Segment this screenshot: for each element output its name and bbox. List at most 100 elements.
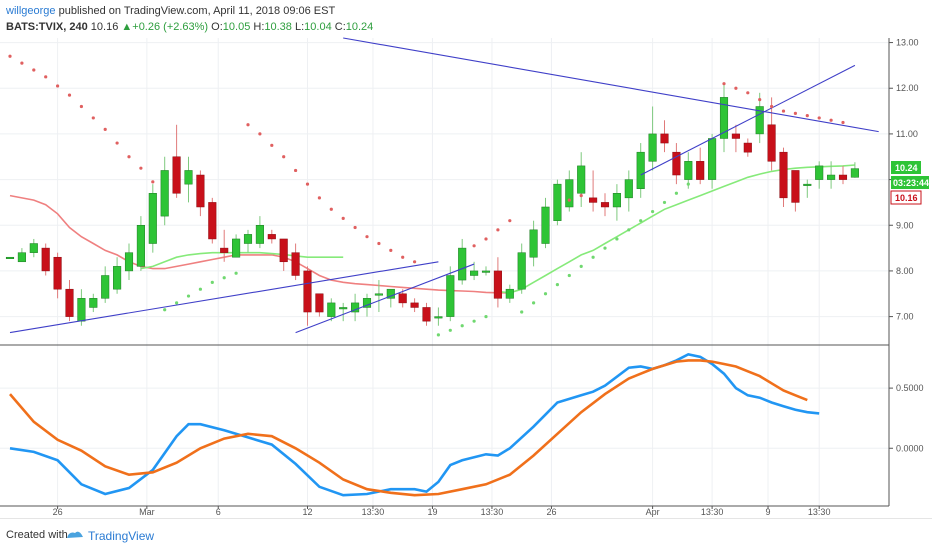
candle-up[interactable] [5,256,15,259]
candle-up[interactable] [565,179,574,208]
candle-up[interactable] [648,133,657,162]
x-tick-label: 19 [427,507,437,517]
candle-up[interactable] [243,234,253,244]
sar-dot-red [282,155,286,159]
candle-up[interactable] [327,302,336,317]
candle-up[interactable] [636,151,645,189]
candle-down[interactable] [172,156,181,194]
candle-up[interactable] [148,193,157,244]
candle-down[interactable] [208,202,217,240]
candle-up[interactable] [803,183,812,186]
sar-dot-green [198,287,202,291]
candle-up[interactable] [577,165,586,194]
candle-down[interactable] [410,302,419,308]
sar-dot-red [329,207,333,211]
x-tick-label: 12 [302,507,312,517]
candle-up[interactable] [850,168,859,178]
sar-dot-green [543,292,548,296]
candle-up[interactable] [553,183,562,221]
candle-up[interactable] [339,307,348,310]
candle-down[interactable] [672,151,681,176]
candle-up[interactable] [719,97,729,139]
candle-down[interactable] [291,252,300,276]
price-pane[interactable] [5,37,879,337]
candle-up[interactable] [541,206,550,244]
candle-up[interactable] [815,165,824,180]
candle-down[interactable] [53,256,62,290]
candle-up[interactable] [708,138,717,180]
candle-down[interactable] [315,293,324,313]
tradingview-logo-icon[interactable] [66,528,84,542]
candle-up[interactable] [124,252,134,272]
candle-up[interactable] [446,275,455,317]
up-arrow-icon: ▲ [121,21,133,33]
symbol-label[interactable]: BATS:TVIX, 240 [6,21,88,33]
candle-up[interactable] [160,170,169,217]
candle-up[interactable] [612,193,621,208]
candle-down[interactable] [589,197,598,203]
candle-up[interactable] [529,229,538,258]
candle-up[interactable] [624,179,633,199]
candle-down[interactable] [267,234,276,240]
x-tick-label: 26 [53,507,63,517]
countdown-tag: 03:23:44 [893,178,929,188]
candle-up[interactable] [77,298,86,322]
candle-up[interactable] [386,288,395,299]
sar-dot-green [175,301,179,305]
candle-down[interactable] [743,142,752,153]
candle-down[interactable] [696,161,705,180]
candle-up[interactable] [255,225,264,244]
candle-down[interactable] [303,270,312,313]
candle-up[interactable] [17,252,26,263]
candle-down[interactable] [838,174,848,180]
chart-canvas: 13.0012.0011.0010.009.008.007.0026Mar612… [0,37,930,517]
sar-dot-red [317,196,321,200]
candle-up[interactable] [517,252,526,290]
candle-down[interactable] [493,270,502,299]
sar-dot-red [567,198,571,202]
candle-up[interactable] [351,302,360,313]
candle-down[interactable] [41,247,50,272]
author-link[interactable]: willgeorge [6,5,56,17]
candle-down[interactable] [791,170,800,203]
candle-up[interactable] [113,266,122,290]
oscillator-pane[interactable] [9,353,820,497]
candle-up[interactable] [362,298,372,308]
candle-down[interactable] [196,174,205,208]
candle-up[interactable] [434,316,443,319]
candle-up[interactable] [470,270,479,276]
trend-line[interactable] [9,261,439,334]
candle-down[interactable] [279,238,288,263]
candle-up[interactable] [89,298,98,308]
candle-up[interactable] [505,288,514,299]
candle-up[interactable] [374,293,383,296]
candle-down[interactable] [600,202,610,208]
candle-up[interactable] [458,247,467,281]
candle-up[interactable] [232,238,241,258]
candle-down[interactable] [398,293,407,304]
sar-dot-green [627,228,631,232]
candle-up[interactable] [184,170,193,185]
sar-dot-green [579,264,583,268]
candle-up[interactable] [684,161,693,180]
tradingview-link[interactable]: TradingView [88,529,155,543]
candle-down[interactable] [65,288,74,317]
sar-dot-red [484,237,488,241]
trend-line[interactable] [640,64,856,176]
candle-up[interactable] [755,106,764,135]
candle-down[interactable] [767,124,776,162]
trend-line[interactable] [343,37,879,133]
candle-up[interactable] [827,174,836,180]
candle-up[interactable] [101,275,110,299]
candle-down[interactable] [779,151,788,199]
trend-line[interactable] [295,263,475,334]
candle-up[interactable] [136,225,145,267]
candle-down[interactable] [220,247,229,253]
candle-up[interactable] [29,243,38,253]
candle-up[interactable] [481,270,491,273]
candle-down[interactable] [660,133,669,144]
countdown-tag-bg [891,176,929,189]
candle-down[interactable] [731,133,740,139]
candle-down[interactable] [422,307,431,322]
sar-dot-red [770,104,774,109]
